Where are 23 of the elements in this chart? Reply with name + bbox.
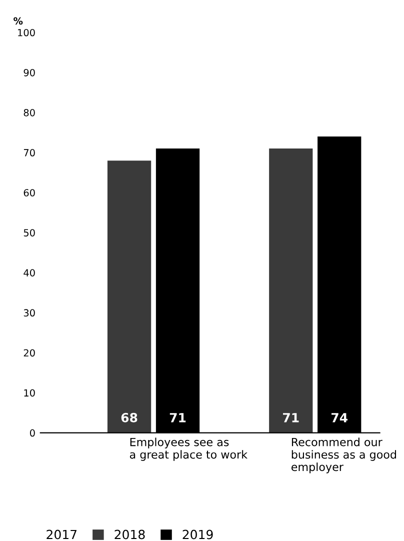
x-tick-label: Employees see as a great place to work <box>130 438 248 461</box>
x-tick-label: Recommend our business as a good employer <box>291 438 396 474</box>
legend-label: 2019 <box>182 530 213 540</box>
y-axis-title: % <box>14 17 23 25</box>
y-tick-label: 10 <box>24 389 35 397</box>
y-tick-label: 30 <box>24 309 35 317</box>
data-label: 71 <box>283 413 299 422</box>
y-tick-label: 80 <box>24 109 35 116</box>
y-tick-label: 20 <box>24 349 35 357</box>
y-tick-label: 0 <box>30 429 35 437</box>
y-tick-label: 40 <box>24 269 35 276</box>
text: 2017 <box>46 530 76 540</box>
legend-label: 2018 <box>114 530 145 540</box>
y-tick-label: 100 <box>18 28 35 36</box>
y-tick-label: 90 <box>24 68 35 76</box>
y-tick-label: 70 <box>24 149 35 156</box>
data-label: 71 <box>170 413 186 422</box>
bar <box>107 160 152 433</box>
y-tick-label: 60 <box>24 189 35 196</box>
bar <box>269 148 313 433</box>
data-label: 68 <box>121 412 138 422</box>
y-tick-label: 50 <box>24 229 35 236</box>
data-label: 74 <box>332 413 348 422</box>
